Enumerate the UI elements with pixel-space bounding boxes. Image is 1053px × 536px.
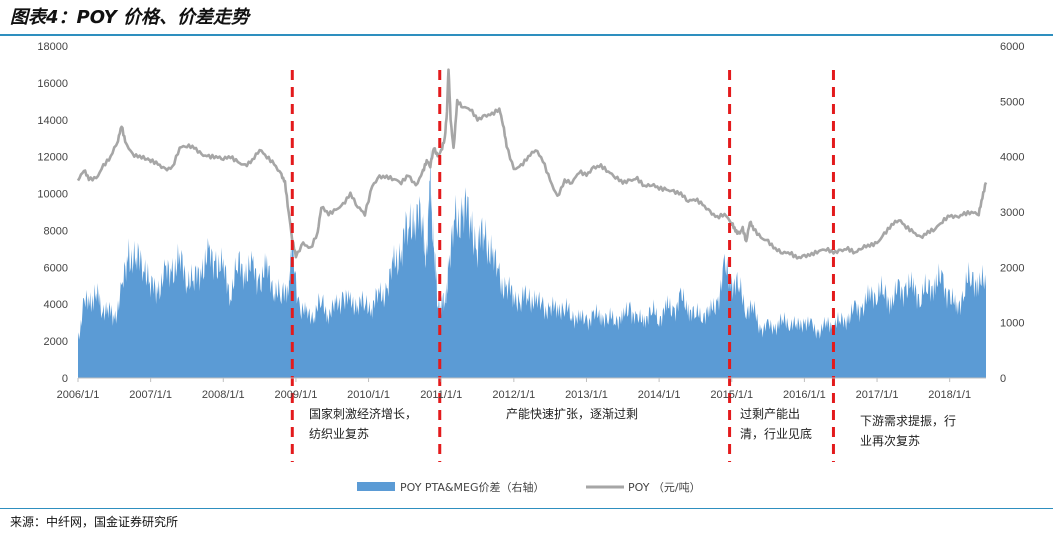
- y-left-tick-label: 0: [62, 373, 68, 385]
- y-left-tick-label: 6000: [44, 262, 68, 274]
- x-tick-label: 2015/1/1: [710, 389, 753, 401]
- poy-line-layer: [76, 68, 988, 260]
- y-right-tick-label: 5000: [1000, 96, 1024, 108]
- x-tick-label: 2014/1/1: [638, 389, 681, 401]
- phase-annotation-line: 过剩产能出: [740, 407, 800, 421]
- page-title: 图表4：POY 价格、价差走势: [10, 7, 250, 28]
- source-divider: [0, 508, 1053, 509]
- phase-annotation-line: 国家刺激经济增长，: [309, 406, 417, 421]
- phase-annotation-line: 清，行业见底: [740, 426, 812, 441]
- phase-annotation-line: 下游需求提振，行: [860, 413, 956, 428]
- legend-swatch-spread: [357, 482, 395, 491]
- legend-label-spread: POY PTA&MEG价差（右轴）: [400, 480, 544, 494]
- y-left-tick-label: 2000: [44, 336, 68, 348]
- x-tick-label: 2007/1/1: [129, 389, 172, 401]
- x-tick-label: 2017/1/1: [856, 389, 899, 401]
- y-left-tick-label: 14000: [37, 115, 68, 127]
- poy-line: [76, 68, 988, 260]
- x-tick-label: 2006/1/1: [57, 389, 100, 401]
- x-tick-label: 2016/1/1: [783, 389, 826, 401]
- y-left-tick-label: 10000: [37, 189, 68, 201]
- poy-chart: 0200040006000800010000120001400016000180…: [37, 41, 1024, 494]
- legend-label-poy: POY （元/吨）: [628, 481, 701, 494]
- axes-layer: 0200040006000800010000120001400016000180…: [37, 41, 1024, 401]
- y-left-tick-label: 18000: [37, 41, 68, 53]
- marker-layer: [290, 70, 835, 462]
- phase-annotation-line: 纺织业复苏: [309, 427, 369, 441]
- x-tick-label: 2013/1/1: [565, 389, 608, 401]
- title-bar: 图表4：POY 价格、价差走势: [0, 0, 1053, 36]
- x-tick-label: 2018/1/1: [928, 389, 971, 401]
- y-right-tick-label: 1000: [1000, 318, 1024, 330]
- x-tick-label: 2012/1/1: [492, 389, 535, 401]
- spread-area: [78, 146, 986, 378]
- phase-annotation-line: 产能快速扩张，逐渐过剩: [506, 407, 638, 421]
- y-left-tick-label: 12000: [37, 152, 68, 164]
- y-left-tick-label: 8000: [44, 225, 68, 237]
- y-left-tick-label: 16000: [37, 78, 68, 90]
- y-right-tick-label: 0: [1000, 373, 1006, 385]
- source-note: 来源：中纤网，国金证券研究所: [10, 515, 179, 529]
- x-tick-label: 2011/1/1: [420, 389, 462, 401]
- legend: POY PTA&MEG价差（右轴） POY （元/吨）: [357, 480, 701, 494]
- x-tick-label: 2010/1/1: [347, 389, 390, 401]
- y-right-tick-label: 2000: [1000, 262, 1024, 274]
- x-tick-label: 2009/1/1: [275, 389, 318, 401]
- y-right-tick-label: 4000: [1000, 152, 1024, 164]
- y-right-tick-label: 6000: [1000, 41, 1024, 53]
- y-right-tick-label: 3000: [1000, 207, 1024, 219]
- x-tick-label: 2008/1/1: [202, 389, 245, 401]
- y-left-tick-label: 4000: [44, 299, 68, 311]
- spread-area-layer: [78, 146, 986, 378]
- phase-annotation-line: 业再次复苏: [860, 434, 920, 448]
